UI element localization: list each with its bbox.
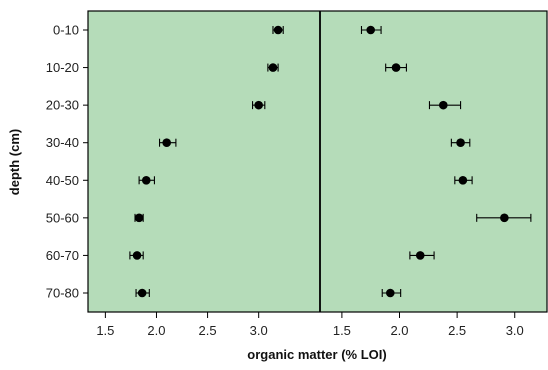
data-marks <box>129 25 532 298</box>
data-point-1-40-50 <box>138 175 155 185</box>
mean-marker <box>415 251 425 260</box>
data-point-2-30-40 <box>450 138 471 148</box>
mean-marker <box>134 213 144 223</box>
x-tick-label: 2.0 <box>147 323 165 338</box>
mean-marker <box>162 138 171 148</box>
panel-1-background <box>88 11 320 312</box>
y-tick-label: 40-50 <box>46 173 79 188</box>
plot-panels <box>88 11 547 312</box>
mean-marker <box>391 63 401 72</box>
y-tick-label: 10-20 <box>46 60 79 75</box>
panel-2-background <box>320 11 547 312</box>
y-axis-ticks: 0-10 10-20 20-30 30-40 40-50 50-60 60-70 70-80 <box>46 23 88 300</box>
data-point-1-60-70 <box>129 251 144 260</box>
data-point-1-70-80 <box>135 288 150 298</box>
data-point-2-50-60 <box>476 213 532 223</box>
data-point-2-0-10 <box>360 25 382 35</box>
y-tick-label: 50-60 <box>46 210 79 225</box>
y-tick-label: 0-10 <box>53 23 79 38</box>
data-point-1-50-60 <box>134 213 144 223</box>
y-tick-label: 60-70 <box>46 248 79 263</box>
mean-marker <box>137 288 147 298</box>
mean-marker <box>366 25 376 35</box>
mean-marker <box>141 175 151 185</box>
data-point-2-10-20 <box>385 63 407 72</box>
x-tick-label: 1.5 <box>96 323 114 338</box>
x-tick-label: 1.5 <box>333 323 351 338</box>
x-axis-title: organic matter (% LOI) <box>247 347 386 362</box>
data-point-1-0-10 <box>272 25 284 35</box>
y-tick-label: 30-40 <box>46 135 79 150</box>
data-point-2-60-70 <box>409 251 435 260</box>
data-point-1-30-40 <box>158 138 177 148</box>
data-point-1-10-20 <box>267 63 279 72</box>
data-point-2-20-30 <box>428 100 462 110</box>
x-tick-label: 2.5 <box>448 323 466 338</box>
y-tick-label: 20-30 <box>46 98 79 113</box>
x-tick-label: 2.5 <box>199 323 217 338</box>
mean-marker <box>273 25 283 35</box>
mean-marker <box>500 213 509 223</box>
y-axis-title: depth (cm) <box>7 129 22 195</box>
y-tick-label: 70-80 <box>46 285 79 300</box>
mean-marker <box>458 175 468 185</box>
mean-marker <box>132 251 142 260</box>
x-tick-label: 3.0 <box>250 323 268 338</box>
mean-marker <box>438 100 448 110</box>
x-tick-label: 3.0 <box>506 323 524 338</box>
mean-marker <box>385 288 395 298</box>
x-axis-ticks: 1.5 2.0 2.5 3.0 1.5 2.0 2.5 3.0 <box>96 312 524 338</box>
data-point-2-70-80 <box>381 288 402 298</box>
mean-marker <box>268 63 278 72</box>
plot-frame <box>87 10 548 313</box>
mean-marker <box>254 100 263 110</box>
x-tick-label: 2.0 <box>390 323 408 338</box>
data-point-1-20-30 <box>251 100 266 110</box>
data-point-2-40-50 <box>454 175 473 185</box>
mean-marker <box>456 138 465 148</box>
